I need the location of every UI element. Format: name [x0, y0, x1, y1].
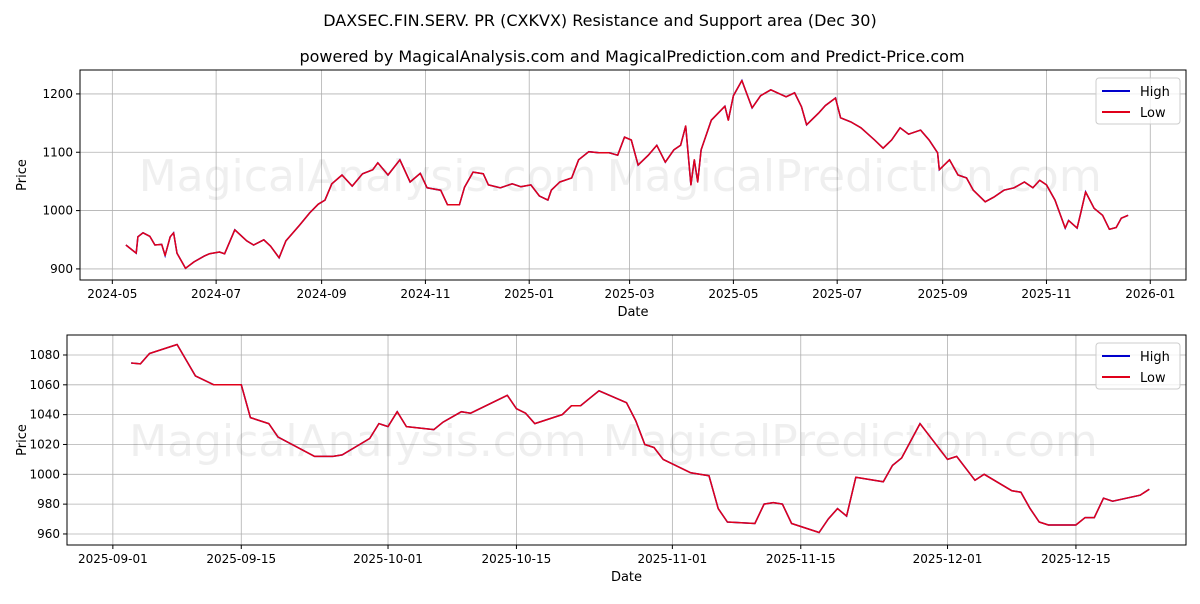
- y-tick-label: 1200: [42, 87, 73, 101]
- y-axis-label: Price: [15, 159, 30, 191]
- x-tick-label: 2025-09: [918, 287, 968, 301]
- y-tick-label: 1060: [29, 378, 60, 392]
- y-tick-label: 1000: [29, 467, 60, 481]
- x-axis-label: Date: [617, 305, 648, 320]
- chart-subtitle: powered by MagicalAnalysis.com and Magic…: [299, 47, 964, 66]
- x-axis-label: Date: [611, 570, 642, 585]
- y-tick-label: 900: [50, 262, 73, 276]
- y-tick-label: 1080: [29, 348, 60, 362]
- x-tick-label: 2025-09-15: [206, 552, 276, 566]
- x-tick-label: 2025-07: [812, 287, 862, 301]
- x-tick-label: 2025-09-01: [78, 552, 148, 566]
- x-tick-label: 2025-12-15: [1041, 552, 1111, 566]
- watermark-magicalanalysis: MagicalAnalysis.com: [139, 151, 597, 202]
- watermark-magicalprediction: MagicalPrediction.com: [603, 416, 1098, 467]
- x-tick-label: 2024-07: [191, 287, 241, 301]
- x-tick-label: 2025-12-01: [913, 552, 983, 566]
- legend-high-label: High: [1140, 85, 1170, 100]
- bottom-chart: 2025-09-01 2025-09-15 2025-10-01 2025-10-15…: [15, 335, 1186, 585]
- x-tick-label: 2025-11-01: [637, 552, 707, 566]
- x-tick-label: 2025-05: [708, 287, 758, 301]
- top-chart: 2024-05 2024-07 2024-09 2024-11 2025-01 2025-…: [15, 70, 1186, 320]
- y-tick-label: 1020: [29, 437, 60, 451]
- x-tick-label: 2024-11: [400, 287, 450, 301]
- legend-low-label: Low: [1140, 106, 1166, 121]
- y-tick-label: 980: [37, 497, 60, 511]
- legend: High Low: [1096, 78, 1180, 124]
- legend: High Low: [1096, 343, 1180, 389]
- watermark-magicalprediction: MagicalPrediction.com: [607, 151, 1102, 202]
- x-tick-label: 2025-10-01: [353, 552, 423, 566]
- legend-high-label: High: [1140, 350, 1170, 365]
- legend-low-label: Low: [1140, 371, 1166, 386]
- watermark-magicalanalysis: MagicalAnalysis.com: [129, 416, 587, 467]
- chart-title: DAXSEC.FIN.SERV. PR (CXKVX) Resistance a…: [323, 11, 876, 30]
- y-tick-label: 1040: [29, 408, 60, 422]
- x-tick-label: 2024-05: [87, 287, 137, 301]
- y-tick-label: 1100: [42, 145, 73, 159]
- x-tick-label: 2025-01: [504, 287, 554, 301]
- y-tick-label: 960: [37, 527, 60, 541]
- x-tick-label: 2025-10-15: [482, 552, 552, 566]
- y-axis-label: Price: [15, 424, 30, 456]
- x-tick-label: 2025-11: [1021, 287, 1071, 301]
- y-tick-label: 1000: [42, 204, 73, 218]
- x-tick-label: 2026-01: [1125, 287, 1175, 301]
- x-tick-label: 2024-09: [297, 287, 347, 301]
- x-tick-label: 2025-11-15: [766, 552, 836, 566]
- x-tick-label: 2025-03: [605, 287, 655, 301]
